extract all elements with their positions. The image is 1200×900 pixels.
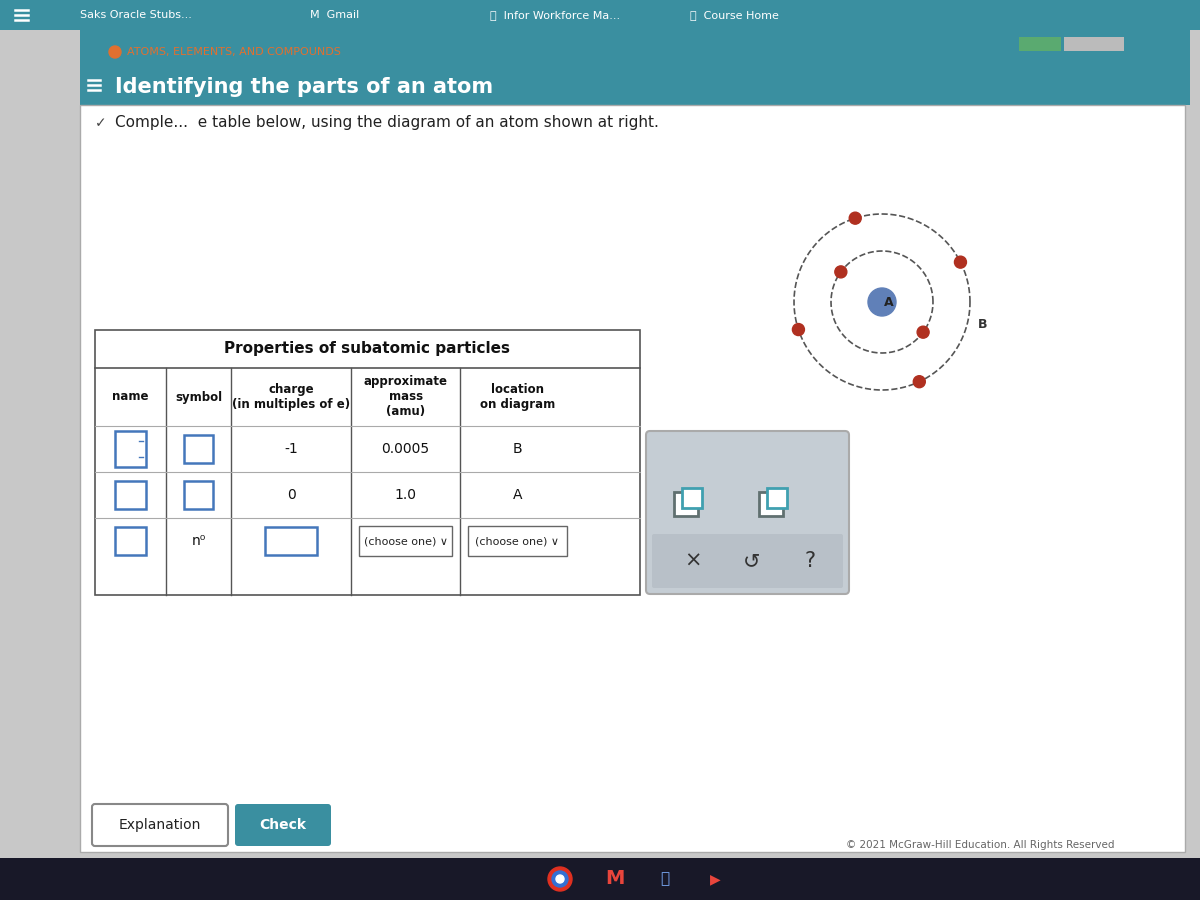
FancyBboxPatch shape [265,527,317,554]
FancyBboxPatch shape [767,488,787,508]
FancyBboxPatch shape [0,858,1200,900]
FancyBboxPatch shape [760,492,784,516]
FancyBboxPatch shape [674,492,698,516]
Text: ▶: ▶ [709,872,720,886]
FancyBboxPatch shape [1019,37,1061,51]
Text: 0.0005: 0.0005 [382,442,430,456]
Circle shape [792,323,804,336]
Text: symbol: symbol [175,391,222,403]
FancyBboxPatch shape [646,431,850,594]
Text: 1.0: 1.0 [395,488,416,502]
FancyBboxPatch shape [184,436,214,463]
FancyBboxPatch shape [95,330,640,595]
Text: Saks Oracle Stubs...: Saks Oracle Stubs... [80,10,192,20]
Text: Identifying the parts of an atom: Identifying the parts of an atom [115,77,493,97]
FancyBboxPatch shape [1104,37,1124,51]
Text: B: B [512,442,522,456]
Text: approximate
mass
(amu): approximate mass (amu) [364,375,448,419]
Circle shape [109,46,121,58]
FancyBboxPatch shape [652,534,842,588]
Text: ?: ? [804,551,816,571]
FancyBboxPatch shape [1064,37,1084,51]
Circle shape [954,256,966,268]
Text: 📋  Course Home: 📋 Course Home [690,10,779,20]
Text: ↺: ↺ [743,551,760,571]
Text: ✓: ✓ [95,116,107,130]
FancyBboxPatch shape [114,431,146,467]
FancyBboxPatch shape [80,30,1190,105]
Text: name: name [112,391,149,403]
FancyBboxPatch shape [359,526,452,556]
Circle shape [850,212,862,224]
Text: Check: Check [259,818,306,832]
Text: Explanation: Explanation [119,818,202,832]
Text: Properties of subatomic particles: Properties of subatomic particles [224,341,510,356]
Text: M: M [605,869,625,888]
Text: ATOMS, ELEMENTS, AND COMPOUNDS: ATOMS, ELEMENTS, AND COMPOUNDS [127,47,341,57]
FancyBboxPatch shape [468,526,566,556]
Circle shape [548,867,572,891]
Text: ⬛  Infor Workforce Ma...: ⬛ Infor Workforce Ma... [490,10,620,20]
Text: location
on diagram: location on diagram [480,383,554,411]
Circle shape [913,375,925,388]
FancyBboxPatch shape [1084,37,1104,51]
Text: A: A [884,295,894,309]
FancyBboxPatch shape [0,0,1200,30]
FancyBboxPatch shape [235,804,331,846]
Text: B: B [978,318,988,330]
Text: (choose one) ∨: (choose one) ∨ [364,536,448,546]
Circle shape [552,871,568,887]
FancyBboxPatch shape [114,527,146,554]
FancyBboxPatch shape [80,105,1186,852]
Text: ×: × [684,551,702,571]
FancyBboxPatch shape [92,804,228,846]
Text: n⁰: n⁰ [192,534,205,548]
Text: A: A [512,488,522,502]
Text: Comple...  e table below, using the diagram of an atom shown at right.: Comple... e table below, using the diagr… [115,115,659,130]
FancyBboxPatch shape [114,482,146,508]
Text: © 2021 McGraw-Hill Education. All Rights Reserved: © 2021 McGraw-Hill Education. All Rights… [846,840,1115,850]
FancyBboxPatch shape [682,488,702,508]
Text: -1: -1 [284,442,298,456]
Text: charge
(in multiples of e): charge (in multiples of e) [232,383,350,411]
Text: M  Gmail: M Gmail [310,10,359,20]
Text: 0: 0 [287,488,295,502]
Circle shape [835,266,847,278]
Text: 📄: 📄 [660,871,670,886]
Circle shape [917,326,929,338]
Circle shape [556,875,564,883]
FancyBboxPatch shape [184,482,214,508]
Circle shape [868,288,896,316]
Text: (choose one) ∨: (choose one) ∨ [475,536,559,546]
